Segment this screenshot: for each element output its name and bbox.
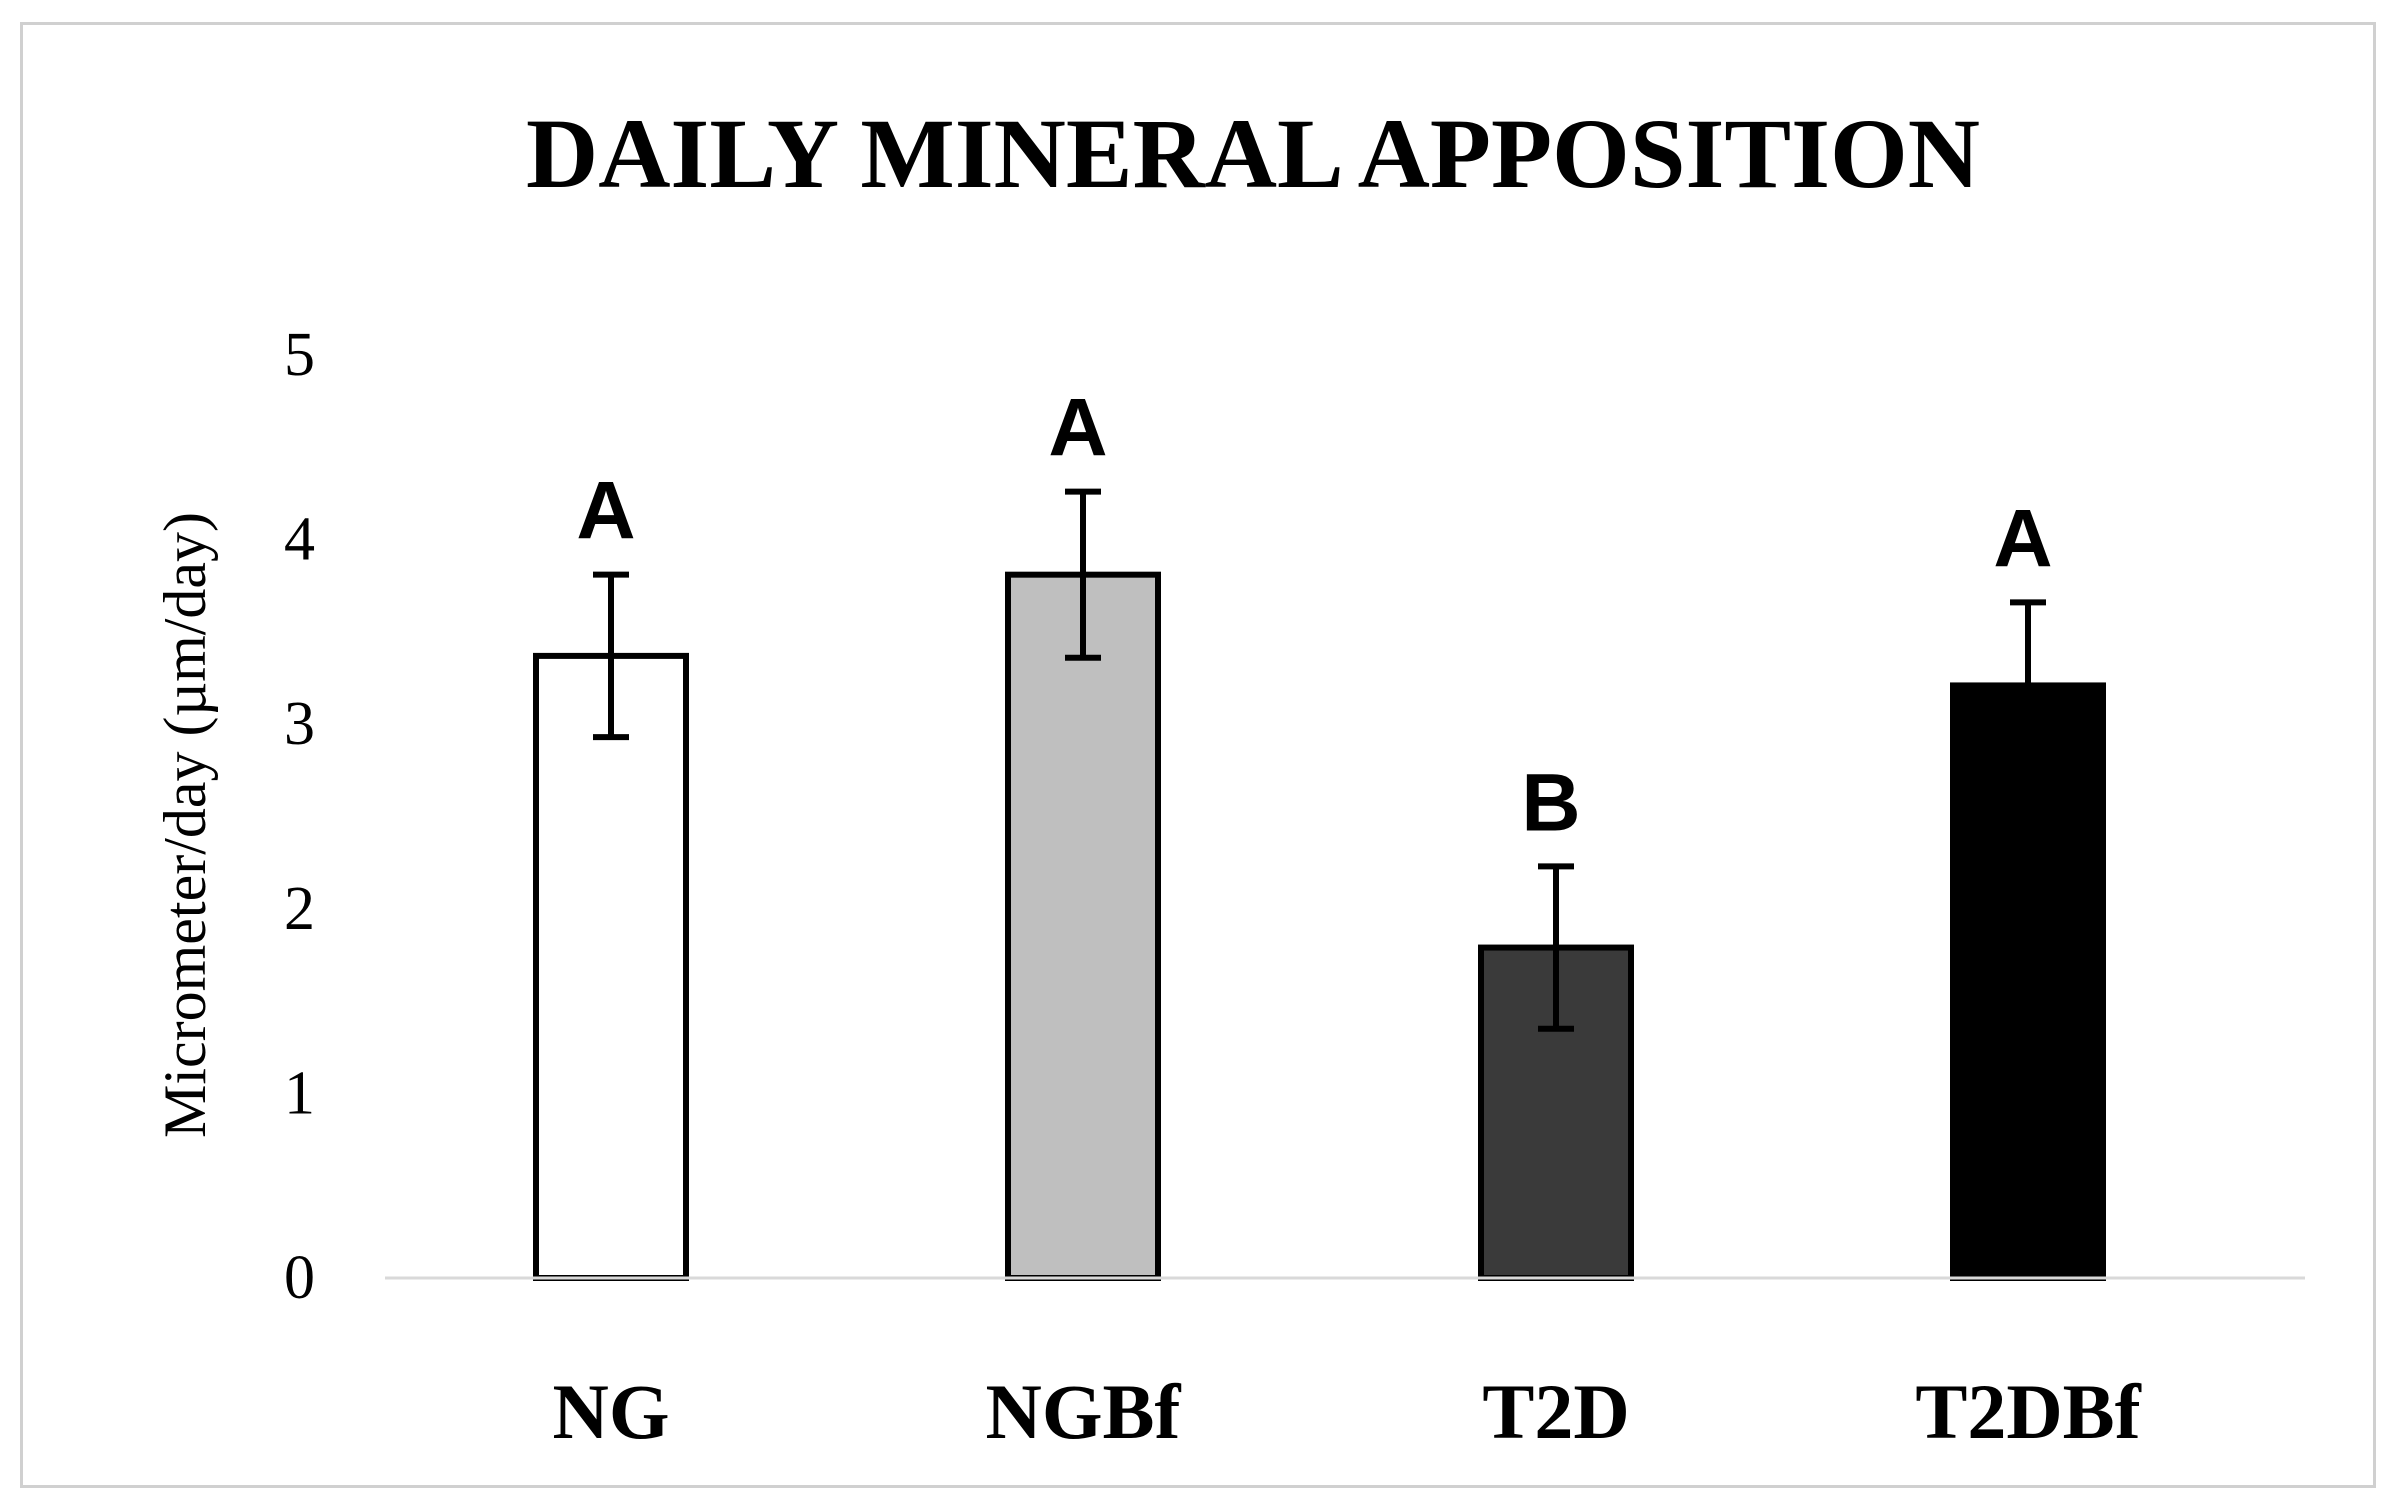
bar-ngbf [1005,571,1161,1281]
bar-chart: DAILY MINERAL APPOSITION Micrometer/day … [152,98,2305,1455]
y-tick-label: 2 [284,875,315,943]
bar-ng [533,652,689,1281]
y-tick-label: 5 [284,321,315,389]
bars-group [533,571,2106,1281]
x-category-label: T2D [1482,1368,1629,1455]
error-bar-t2d [1538,863,1574,1032]
x-category-label: NGBf [986,1368,1182,1455]
x-axis-category-labels: NG NGBf T2D T2DBf [553,1368,2142,1455]
y-tick-label: 0 [284,1244,315,1312]
y-tick-label: 4 [284,506,315,574]
chart-frame: DAILY MINERAL APPOSITION Micrometer/day … [20,22,2376,1488]
significance-label: B [1521,757,1580,848]
y-tick-label: 1 [284,1059,315,1127]
significance-label: A [576,466,635,557]
error-bar-t2dbf [2010,599,2046,772]
chart-title: DAILY MINERAL APPOSITION [526,98,1980,209]
significance-labels: A A B A [576,383,2052,849]
y-tick-label: 3 [284,690,315,758]
x-category-label: T2DBf [1915,1368,2141,1455]
bar-t2dbf [1950,682,2106,1281]
error-bars-group [593,488,2046,1032]
significance-label: A [1993,493,2052,584]
error-bar-ng [593,571,629,741]
error-bar-ngbf [1065,488,1101,661]
y-axis-label: Micrometer/day (µm/day) [152,512,218,1138]
x-category-label: NG [553,1368,670,1455]
y-axis-ticks: 0 1 2 3 4 5 [284,321,315,1312]
significance-label: A [1048,383,1107,474]
